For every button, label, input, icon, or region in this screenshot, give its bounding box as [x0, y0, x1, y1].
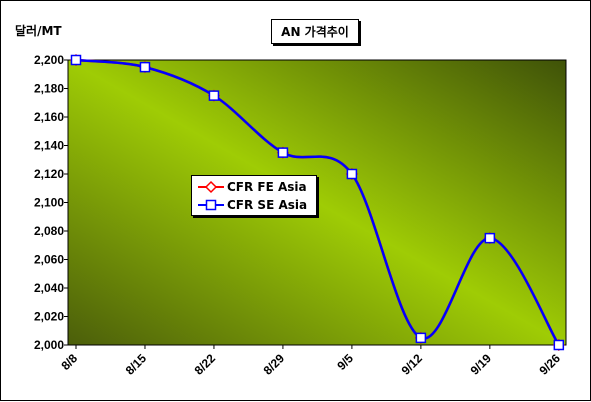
legend-swatch-square-icon — [198, 199, 224, 211]
y-tick-label: 2,040 — [34, 281, 64, 295]
x-tick-label: 9/26 — [537, 351, 564, 378]
data-point-cfr-se-asia — [484, 232, 496, 244]
x-tick-label: 8/15 — [123, 351, 150, 378]
legend-item-cfr-fe-asia: CFR FE Asia — [198, 179, 307, 195]
legend-label-cfr-fe-asia: CFR FE Asia — [227, 180, 307, 194]
plot-area — [67, 59, 567, 346]
x-axis: 8/8 8/15 8/22 8/29 9/5 9/12 9/19 9/26 — [58, 345, 563, 378]
y-tick-label: 2,060 — [34, 253, 64, 267]
y-tick-label: 2,180 — [34, 82, 64, 96]
legend-swatch-diamond-icon — [198, 180, 224, 194]
chart-title: AN 가격추이 — [271, 19, 359, 44]
data-point-cfr-se-asia — [208, 90, 220, 101]
legend-item-cfr-se-asia: CFR SE Asia — [198, 197, 307, 213]
x-tick-label: 9/12 — [399, 351, 426, 378]
y-tick-label: 2,080 — [34, 224, 64, 238]
y-tick-label: 2,160 — [34, 110, 64, 124]
y-axis-label: 달러/MT — [15, 24, 62, 38]
legend-label-cfr-se-asia: CFR SE Asia — [227, 198, 308, 212]
series-layer — [69, 53, 565, 352]
x-tick-label: 8/22 — [192, 351, 219, 378]
y-tick-label: 2,000 — [34, 338, 64, 352]
data-point-cfr-se-asia — [139, 61, 151, 73]
y-tick-label: 2,120 — [34, 167, 64, 181]
data-point-cfr-se-asia — [277, 147, 289, 158]
legend: CFR FE Asia CFR SE Asia — [191, 175, 317, 216]
y-tick-label: 2,100 — [34, 196, 64, 210]
y-tick-label: 2,020 — [34, 310, 64, 324]
data-point-cfr-se-asia — [553, 339, 565, 351]
data-point-cfr-se-asia — [346, 168, 358, 180]
data-point-cfr-se-asia — [70, 54, 82, 66]
y-axis: 2,000 2,020 2,040 2,060 2,080 2,100 2,120 2,140… — [34, 53, 68, 352]
x-tick-label: 8/8 — [58, 351, 80, 373]
x-tick-label: 9/5 — [334, 351, 356, 373]
data-point-cfr-se-asia — [415, 332, 427, 344]
x-tick-label: 8/29 — [261, 351, 288, 378]
y-tick-label: 2,200 — [34, 53, 64, 67]
x-tick-label: 9/19 — [468, 351, 495, 378]
y-tick-label: 2,140 — [34, 139, 64, 153]
